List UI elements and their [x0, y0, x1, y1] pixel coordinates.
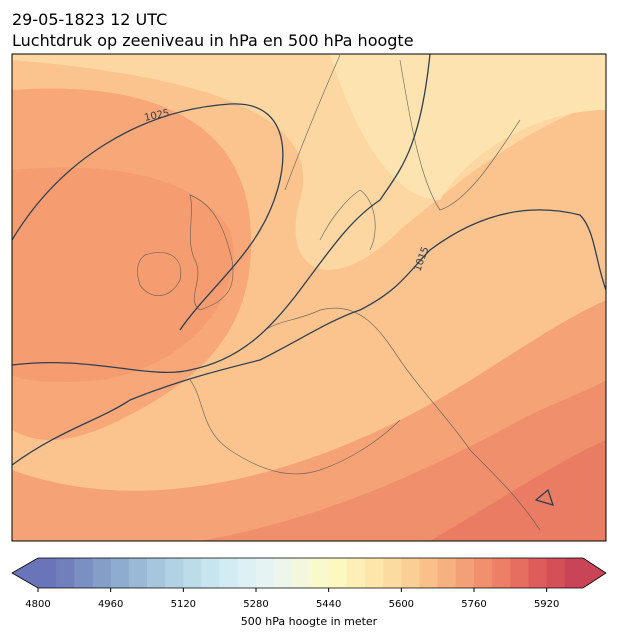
colorbar-label: 500 hPa hoogte in meter	[241, 615, 378, 628]
colorbar-tick-label: 5120	[171, 599, 196, 610]
colorbar-extend	[583, 558, 606, 588]
colorbar-tick-label: 4960	[98, 599, 123, 610]
colorbar-segment	[528, 558, 548, 588]
colorbar-extend	[12, 558, 38, 588]
colorbar-segment	[274, 558, 293, 588]
title-desc: Luchtdruk op zeeniveau in hPa en 500 hPa…	[12, 31, 414, 50]
colorbar-segment	[292, 558, 311, 588]
map-frame	[11, 53, 607, 542]
isobar-label: 1025	[143, 108, 170, 124]
colorbar-segment	[546, 558, 566, 588]
colorbar-segment	[401, 558, 420, 588]
colorbar-segment	[147, 558, 166, 588]
colorbar-segment	[128, 558, 148, 588]
colorbar-segment	[92, 558, 112, 588]
coastlines	[137, 54, 541, 531]
colorbar-segment	[419, 558, 439, 588]
colorbar-segment	[383, 558, 402, 588]
colorbar-tick-label: 4800	[25, 599, 50, 610]
colorbar-segment	[346, 558, 366, 588]
colorbar-tick-label: 5440	[316, 599, 341, 610]
isobars	[12, 54, 606, 506]
colorbar-segment	[237, 558, 257, 588]
colorbar-segment	[328, 558, 348, 588]
colorbar-segment	[365, 558, 384, 588]
map: 1025 1015	[12, 54, 606, 541]
colorbar-segment	[564, 558, 584, 588]
colorbar-segment	[219, 558, 239, 588]
colorbar: 4800 4960 5120 5280 5440 5600 5760 5920	[11, 557, 607, 610]
colorbar-segment	[165, 558, 184, 588]
colorbar-segment	[455, 558, 475, 588]
colorbar-tick-label: 5280	[243, 599, 268, 610]
colorbar-segment	[56, 558, 75, 588]
colorbar-segment	[474, 558, 493, 588]
colorbar-tick-label: 5920	[534, 599, 559, 610]
colorbar-segment	[310, 558, 330, 588]
title-date: 29-05-1823 12 UTC	[12, 10, 167, 29]
colorbar-segment	[38, 558, 57, 588]
colorbar-segment	[183, 558, 202, 588]
colorbar-outline	[11, 557, 607, 589]
colorbar-tick-label: 5600	[389, 599, 414, 610]
colorbar-segment	[256, 558, 275, 588]
colorbar-segment	[437, 558, 457, 588]
colorbar-segment	[74, 558, 93, 588]
colorbar-segment	[110, 558, 130, 588]
colorbar-tick-label: 5760	[461, 599, 486, 610]
colorbar-segment	[492, 558, 511, 588]
colorbar-segment	[201, 558, 221, 588]
colorbar-segment	[510, 558, 529, 588]
